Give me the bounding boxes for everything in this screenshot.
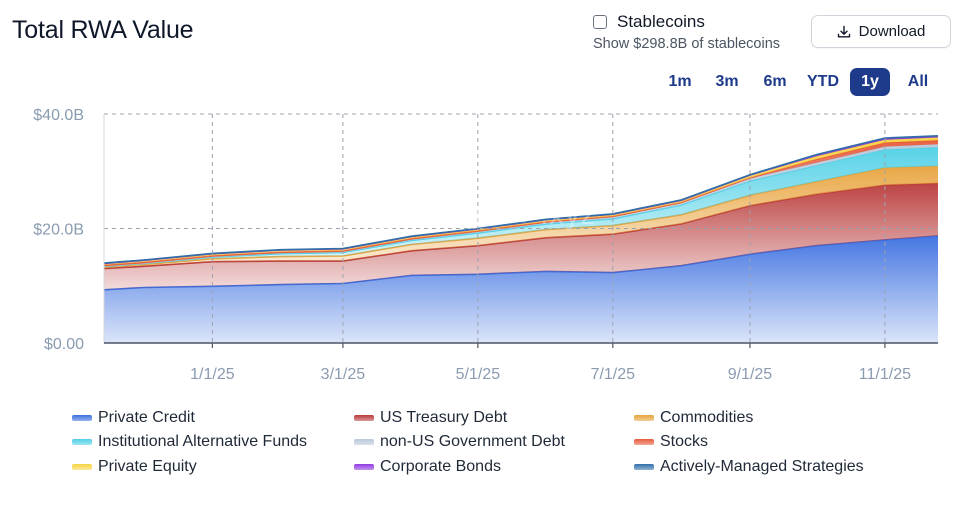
time-range-selector: 1m 3m 6m YTD 1y All bbox=[0, 68, 960, 96]
download-button[interactable]: Download bbox=[811, 15, 951, 48]
stablecoins-label: Stablecoins bbox=[617, 12, 705, 31]
legend-item-actively-managed-strategies[interactable]: Actively-Managed Strategies bbox=[634, 458, 864, 476]
legend-item-institutional-alternative-funds[interactable]: Institutional Alternative Funds bbox=[72, 433, 307, 451]
line-private-credit bbox=[103, 235, 939, 291]
legend-label: Actively-Managed Strategies bbox=[660, 458, 864, 475]
line-actively-managed-strategies bbox=[103, 135, 939, 264]
stablecoins-sublabel: Show $298.8B of stablecoins bbox=[593, 36, 781, 52]
legend-swatch bbox=[634, 464, 654, 470]
x-tick-label: 11/1/25 bbox=[859, 366, 911, 383]
legend-swatch bbox=[72, 464, 92, 470]
x-tick-label: 1/1/25 bbox=[190, 366, 235, 383]
legend-swatch bbox=[72, 415, 92, 421]
watermark-suffix: .xyz bbox=[540, 200, 595, 231]
globe-icon bbox=[351, 169, 413, 231]
area-commodities bbox=[104, 166, 938, 269]
range-1m[interactable]: 1m bbox=[668, 73, 692, 90]
x-tick-label: 7/1/25 bbox=[591, 366, 636, 383]
range-all[interactable]: All bbox=[907, 73, 929, 90]
x-tick-label: 9/1/25 bbox=[728, 366, 773, 383]
legend-item-commodities[interactable]: Commodities bbox=[634, 409, 753, 427]
legend-item-non-us-government-debt[interactable]: non-US Government Debt bbox=[354, 433, 565, 451]
legend-label: Private Credit bbox=[98, 409, 195, 426]
range-6m[interactable]: 6m bbox=[763, 73, 787, 90]
area-us-treasury-debt bbox=[104, 183, 938, 290]
download-label: Download bbox=[858, 23, 926, 40]
legend-swatch bbox=[354, 415, 374, 421]
page-title: Total RWA Value bbox=[12, 16, 194, 44]
legend-item-private-equity[interactable]: Private Equity bbox=[72, 458, 197, 476]
legend-label: US Treasury Debt bbox=[380, 409, 508, 426]
legend-label: Institutional Alternative Funds bbox=[98, 433, 308, 450]
watermark-text: rwa bbox=[421, 167, 532, 237]
watermark: rwa .xyz bbox=[351, 167, 595, 237]
area-stocks bbox=[104, 140, 938, 266]
legend-item-corporate-bonds[interactable]: Corporate Bonds bbox=[354, 458, 501, 476]
legend-swatch bbox=[354, 439, 374, 445]
legend-item-private-credit[interactable]: Private Credit bbox=[72, 409, 195, 427]
legend-swatch bbox=[354, 464, 374, 470]
area-private-credit bbox=[104, 235, 938, 343]
rwa-area-chart: rwa .xyz $0.00 $20.0B $40.0B 1/1/25 3/1/25 5/… bbox=[33, 107, 939, 383]
range-ytd[interactable]: YTD bbox=[807, 73, 839, 90]
legend-item-stocks[interactable]: Stocks bbox=[634, 433, 708, 451]
legend-label: non-US Government Debt bbox=[380, 433, 565, 450]
legend-label: Corporate Bonds bbox=[380, 458, 501, 475]
area-non-us-government-debt bbox=[104, 144, 938, 267]
legend-label: Commodities bbox=[660, 409, 754, 426]
area-institutional-alternative-funds bbox=[104, 147, 938, 268]
legend-item-us-treasury-debt[interactable]: US Treasury Debt bbox=[354, 409, 507, 427]
x-tick-label: 3/1/25 bbox=[321, 366, 366, 383]
range-3m[interactable]: 3m bbox=[715, 73, 739, 90]
stablecoins-checkbox[interactable] bbox=[593, 15, 607, 29]
range-1y[interactable]: 1y bbox=[850, 68, 890, 96]
y-tick-label: $20.0B bbox=[33, 222, 84, 239]
legend-swatch bbox=[634, 439, 654, 445]
y-tick-label: $40.0B bbox=[33, 107, 84, 124]
legend-swatch bbox=[634, 415, 654, 421]
download-icon bbox=[837, 25, 851, 39]
y-tick-label: $0.00 bbox=[44, 336, 84, 353]
legend-swatch bbox=[72, 439, 92, 445]
stablecoins-toggle[interactable]: Stablecoins Show $298.8B of stablecoins bbox=[593, 12, 780, 52]
legend-label: Private Equity bbox=[98, 458, 197, 475]
legend-label: Stocks bbox=[660, 433, 709, 450]
x-tick-label: 5/1/25 bbox=[456, 366, 501, 383]
